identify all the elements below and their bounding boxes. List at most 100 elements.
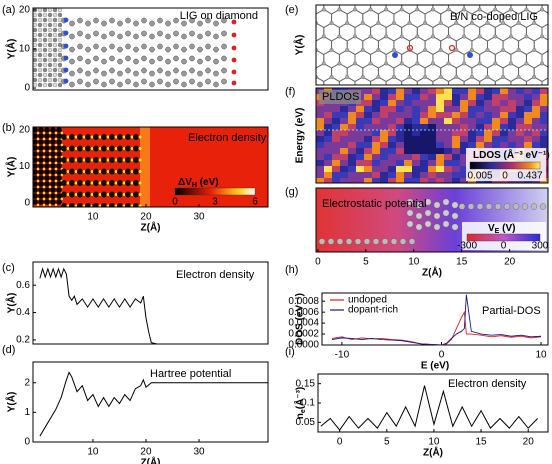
heat-cell [380, 172, 389, 179]
atom [368, 34, 373, 39]
blob [90, 181, 94, 185]
blob [42, 197, 46, 201]
heat-cell [444, 112, 453, 119]
heat-cell [372, 124, 381, 131]
panel-label: (d) [2, 344, 15, 356]
blob [66, 181, 70, 185]
chain-atom [221, 78, 227, 85]
blob [114, 181, 118, 185]
heat-cell [420, 178, 429, 183]
heat-cell [460, 88, 469, 95]
blob [125, 168, 131, 175]
y-tick-label: 0.15 [296, 378, 316, 389]
x-tick-label: 0 [337, 437, 343, 448]
heat-cell [444, 154, 453, 161]
heat-cell [468, 100, 477, 107]
heat-cell [316, 130, 325, 137]
chain-atom [101, 70, 107, 77]
y-tick-label: 2 [24, 377, 30, 388]
colorbar-tick-label: -300 [457, 241, 477, 252]
blob [106, 147, 110, 150]
series-line [39, 371, 268, 437]
y-axis-label: Y(Å) [5, 293, 18, 314]
colorbar-tick-label: 3 [212, 197, 218, 208]
dopant-atom [467, 52, 473, 58]
heat-cell [404, 178, 413, 183]
blob [109, 191, 115, 198]
blob [38, 145, 44, 151]
lattice-atom [52, 62, 58, 68]
heat-cell [436, 112, 445, 119]
panel: 0.05 0.1 0.15 0 5 10 15 20 Z(Å) ne(Å⁻³) (i) Electro… [285, 346, 549, 459]
chain-atom [125, 17, 131, 24]
chain-atom [205, 78, 211, 85]
blob [85, 180, 91, 186]
heat-cell [372, 148, 381, 155]
blob [56, 151, 62, 157]
atom [430, 61, 435, 66]
blob [74, 170, 78, 173]
heat-cell [436, 148, 445, 155]
heat-cell [508, 124, 517, 131]
x-tick-label: 20 [504, 257, 516, 268]
blob [36, 143, 40, 147]
chain-atom [149, 58, 155, 65]
x-tick-label: 0 [315, 257, 321, 268]
atom [415, 201, 423, 209]
blob [101, 180, 107, 186]
chain-atom [109, 55, 115, 62]
x-tick-label: 30 [193, 212, 205, 223]
y-tick-label: 10 [19, 161, 31, 172]
y-tick-label: 0.6 [16, 280, 30, 291]
blob [48, 149, 52, 153]
heat-cell [484, 124, 493, 131]
lattice-atom [52, 37, 58, 43]
heat-cell [484, 136, 493, 143]
colorbar-label-part: H [192, 182, 197, 189]
heat-cell [540, 136, 548, 143]
heat-cell [428, 160, 437, 167]
end-atom [231, 19, 237, 25]
heat-cell [324, 154, 333, 161]
atom [345, 21, 350, 25]
blob [33, 133, 38, 139]
blob [74, 181, 78, 185]
heat-cell [468, 118, 477, 125]
heat-cell [468, 136, 477, 143]
heat-cell [444, 106, 453, 113]
chain-atom [165, 20, 171, 27]
atom [508, 61, 513, 66]
heat-cell [380, 100, 389, 107]
atom [469, 21, 474, 25]
heat-cell [388, 172, 397, 179]
lattice-atom [37, 42, 43, 48]
colorbar-tick-label: 6 [252, 197, 258, 208]
chain-atom [101, 58, 107, 65]
atom [516, 21, 521, 25]
heat-cell [396, 94, 405, 101]
y-tick-label: 0 [24, 198, 30, 209]
blob [101, 134, 107, 140]
blob [117, 145, 123, 152]
chain-atom [125, 67, 131, 74]
heat-cell [412, 130, 421, 137]
heat-cell [324, 124, 333, 131]
heat-cell [444, 136, 453, 143]
annotation: B/N co-doped LIG [450, 11, 538, 23]
heat-cell [444, 166, 453, 173]
heat-cell [332, 142, 341, 149]
blob [69, 203, 75, 207]
blob [56, 163, 62, 169]
blob [122, 170, 126, 173]
blob [114, 204, 118, 207]
colorbar-tick-label: 0 [501, 241, 507, 252]
chain-atom [93, 78, 99, 85]
end-atom [231, 32, 237, 38]
chain-atom [181, 20, 187, 27]
atom [540, 7, 544, 12]
blob [69, 180, 75, 186]
atom [454, 48, 459, 52]
heat-cell [332, 106, 341, 113]
blob [60, 185, 64, 189]
blob [77, 134, 83, 140]
